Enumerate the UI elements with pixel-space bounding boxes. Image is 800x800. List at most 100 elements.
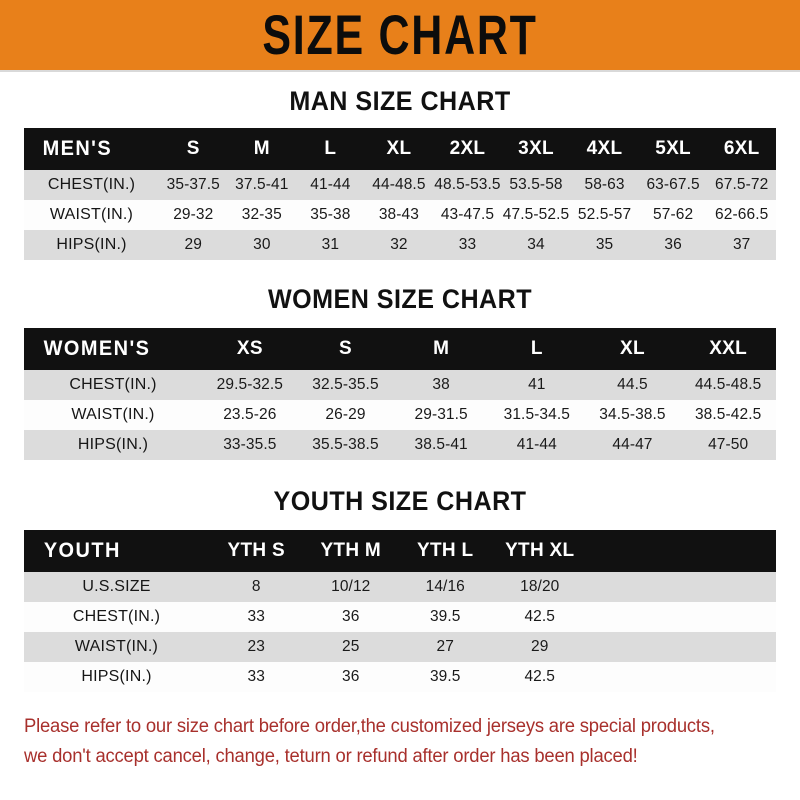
men-cell: 53.5-58 xyxy=(509,176,563,193)
men-col-header: 5XL xyxy=(655,138,691,159)
women-col-header: M xyxy=(433,338,450,359)
women-cell: 41-44 xyxy=(516,436,557,453)
youth-row-label: CHEST(IN.) xyxy=(72,608,161,625)
youth-cell: 42.5 xyxy=(524,608,556,625)
section-youth: YOUTH SIZE CHART YOUTH YTH S YTH M YTH L… xyxy=(0,486,800,692)
women-cell: 44.5 xyxy=(617,376,648,393)
women-cell: 34.5-38.5 xyxy=(599,406,666,423)
men-cell: 48.5-53.5 xyxy=(434,176,501,193)
section-title-youth: YOUTH SIZE CHART xyxy=(273,486,527,516)
youth-corner-label: YOUTH xyxy=(43,539,121,562)
table-row: HIPS(IN.) 33-35.5 35.5-38.5 38.5-41 41-4… xyxy=(24,430,776,460)
women-cell: 31.5-34.5 xyxy=(503,406,570,423)
youth-cell-empty xyxy=(682,572,777,602)
men-cell: 30 xyxy=(253,236,271,253)
women-cell: 29-31.5 xyxy=(414,406,468,423)
women-row-label: CHEST(IN.) xyxy=(69,376,157,393)
youth-cell: 42.5 xyxy=(524,668,556,685)
men-col-header: 6XL xyxy=(723,138,760,159)
youth-cell: 14/16 xyxy=(425,578,465,595)
youth-cell-empty xyxy=(682,602,777,632)
section-title-man: MAN SIZE CHART xyxy=(289,86,511,116)
youth-cell: 36 xyxy=(342,608,360,625)
women-cell: 44-47 xyxy=(612,436,653,453)
men-cell: 41-44 xyxy=(310,176,351,193)
youth-cell: 39.5 xyxy=(429,668,461,685)
youth-cell: 23 xyxy=(247,638,265,655)
men-row-label: CHEST(IN.) xyxy=(47,176,136,193)
men-row-label: HIPS(IN.) xyxy=(56,236,127,253)
youth-cell-empty xyxy=(682,632,777,662)
youth-cell: 8 xyxy=(251,578,261,595)
youth-size-table: YOUTH YTH S YTH M YTH L YTH XL U.S.SIZE … xyxy=(24,530,776,692)
women-col-header: XL xyxy=(620,338,645,359)
men-cell: 29 xyxy=(184,236,202,253)
youth-cell: 33 xyxy=(247,608,265,625)
women-cell: 44.5-48.5 xyxy=(694,376,762,393)
table-row: U.S.SIZE 8 10/12 14/16 18/20 xyxy=(24,572,776,602)
men-row-label: WAIST(IN.) xyxy=(49,206,134,223)
youth-cell-empty xyxy=(587,662,682,692)
women-corner-label: WOMEN'S xyxy=(43,337,151,360)
women-cell: 38.5-42.5 xyxy=(694,406,762,423)
women-row-label: HIPS(IN.) xyxy=(77,436,149,453)
page-banner: SIZE CHART xyxy=(0,0,800,72)
men-cell: 43-47.5 xyxy=(440,206,495,223)
footer-disclaimer: Please refer to our size chart before or… xyxy=(24,712,753,772)
section-women: WOMEN SIZE CHART WOMEN'S XS S M L XL XXL xyxy=(0,284,800,460)
women-col-header: XS xyxy=(236,338,263,359)
table-row: CHEST(IN.) 35-37.5 37.5-41 41-44 44-48.5… xyxy=(24,170,776,200)
women-cell: 26-29 xyxy=(325,406,366,423)
men-col-header: M xyxy=(253,138,270,159)
table-wrap-youth: YOUTH YTH S YTH M YTH L YTH XL U.S.SIZE … xyxy=(24,530,776,692)
table-row: WAIST(IN.) 23 25 27 29 xyxy=(24,632,776,662)
youth-cell-empty xyxy=(682,662,777,692)
men-cell: 35 xyxy=(595,236,614,253)
women-cell: 33-35.5 xyxy=(223,436,277,453)
youth-cell: 29 xyxy=(531,638,549,655)
men-col-header: 4XL xyxy=(586,138,623,159)
section-title-women: WOMEN SIZE CHART xyxy=(267,284,533,314)
men-cell: 47.5-52.5 xyxy=(502,206,570,223)
youth-col-header: YTH S xyxy=(227,540,285,561)
men-cell: 38-43 xyxy=(378,206,419,223)
men-col-header: S xyxy=(186,138,200,159)
men-cell: 33 xyxy=(458,236,477,253)
women-cell: 23.5-26 xyxy=(223,406,277,423)
youth-cell: 39.5 xyxy=(429,608,461,625)
banner-title: SIZE CHART xyxy=(262,3,538,67)
men-cell: 32 xyxy=(390,236,408,253)
men-cell: 37 xyxy=(732,236,751,253)
men-cell: 31 xyxy=(321,236,340,253)
youth-row-label: HIPS(IN.) xyxy=(81,668,152,685)
men-cell: 57-62 xyxy=(653,206,694,223)
table-row: CHEST(IN.) 33 36 39.5 42.5 xyxy=(24,602,776,632)
women-col-header: S xyxy=(338,338,352,359)
table-row: HIPS(IN.) 33 36 39.5 42.5 xyxy=(24,662,776,692)
men-cell: 35-37.5 xyxy=(166,176,220,193)
men-cell: 67.5-72 xyxy=(715,176,769,193)
youth-row-label: WAIST(IN.) xyxy=(74,638,159,655)
men-cell: 35-38 xyxy=(310,206,351,223)
youth-cell-empty xyxy=(587,602,682,632)
youth-col-header: YTH L xyxy=(417,540,474,561)
youth-row-label: U.S.SIZE xyxy=(82,578,151,595)
women-cell: 41 xyxy=(528,376,546,393)
women-row-label: WAIST(IN.) xyxy=(71,406,155,423)
section-man: MAN SIZE CHART MEN'S S M L XL 2XL 3XL 4X… xyxy=(0,86,800,260)
table-row: CHEST(IN.) 29.5-32.5 32.5-35.5 38 41 44.… xyxy=(24,370,776,400)
men-col-header: 2XL xyxy=(449,138,486,159)
women-cell: 47-50 xyxy=(708,436,749,453)
women-size-table: WOMEN'S XS S M L XL XXL CHEST(IN.) 29.5-… xyxy=(24,328,776,460)
women-cell: 32.5-35.5 xyxy=(312,376,379,393)
men-cell: 52.5-57 xyxy=(577,206,632,223)
men-cell: 29-32 xyxy=(173,206,214,223)
men-cell: 63-67.5 xyxy=(646,176,700,193)
women-cell: 38 xyxy=(432,376,450,393)
women-header-row: WOMEN'S XS S M L XL XXL xyxy=(24,328,776,370)
youth-cell: 33 xyxy=(247,668,265,685)
youth-cell: 36 xyxy=(342,668,360,685)
women-cell: 29.5-32.5 xyxy=(216,376,284,393)
women-col-header: XXL xyxy=(709,338,748,359)
